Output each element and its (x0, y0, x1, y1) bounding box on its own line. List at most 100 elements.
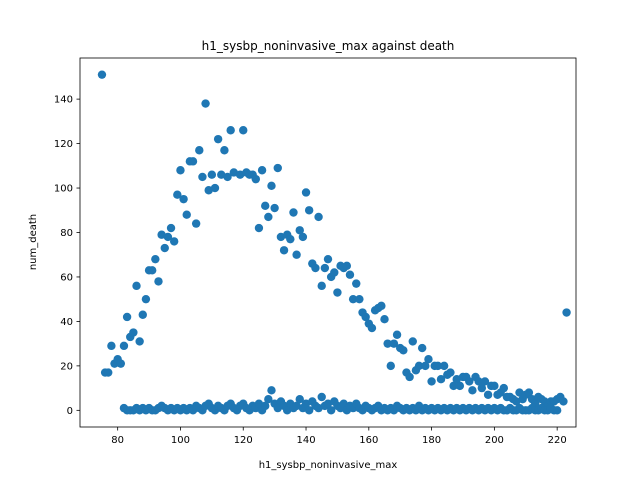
data-point-upper_trend-31 (195, 146, 204, 155)
data-point-upper_trend-23 (169, 237, 179, 246)
data-point-upper_trend-57 (279, 246, 289, 255)
x-tick-label-220: 220 (548, 435, 567, 446)
data-point-upper_trend-44 (239, 126, 248, 135)
x-tick-label-120: 120 (234, 435, 253, 446)
y-tick-label-40: 40 (60, 317, 73, 328)
data-point-upper_trend-122 (483, 390, 493, 399)
data-point-lower_band-138 (552, 406, 562, 415)
data-point-upper_trend-51 (261, 201, 270, 211)
data-point-upper_trend-119 (474, 377, 483, 386)
data-point-upper_trend-91 (386, 361, 395, 371)
data-point-upper_trend-74 (333, 288, 342, 297)
data-point-upper_trend-13 (138, 310, 147, 319)
data-point-upper_trend-146 (559, 397, 568, 406)
data-point-upper_trend-62 (295, 226, 304, 235)
data-point-upper_trend-124 (490, 381, 499, 391)
data-point-upper_trend-108 (439, 361, 449, 371)
plot-area-frame (79, 57, 577, 428)
data-point-upper_trend-49 (254, 223, 264, 233)
y-tick-label-80: 80 (60, 228, 73, 239)
data-point-lower_band-66 (326, 406, 336, 415)
data-point-upper_trend-39 (220, 146, 229, 155)
data-point-lower_band-63 (317, 392, 326, 402)
data-point-upper_trend-52 (264, 212, 273, 222)
data-point-upper_trend-27 (182, 210, 191, 219)
data-point-upper_trend-69 (317, 281, 326, 291)
data-point-upper_trend-85 (367, 323, 377, 333)
y-tick-label-0: 0 (67, 406, 73, 417)
y-tick-label-140: 140 (54, 95, 73, 106)
data-point-upper_trend-89 (380, 314, 389, 324)
x-tick-label-80: 80 (111, 435, 124, 446)
data-point-upper_trend-116 (465, 377, 474, 386)
data-point-upper_trend-48 (251, 174, 260, 184)
data-point-upper_trend-37 (213, 134, 223, 144)
y-axis-label: num_death (28, 214, 39, 270)
data-point-upper_trend-120 (477, 383, 487, 393)
data-point-upper_trend-67 (311, 263, 320, 273)
data-point-upper_trend-147 (562, 308, 571, 317)
data-point-upper_trend-36 (210, 183, 220, 193)
data-point-upper_trend-33 (201, 99, 210, 108)
data-point-upper_trend-80 (352, 279, 361, 288)
data-point-upper_trend-73 (330, 268, 339, 277)
data-point-upper_trend-65 (304, 206, 314, 215)
data-point-upper_trend-26 (179, 194, 188, 204)
x-tick-label-100: 100 (171, 435, 190, 446)
data-point-upper_trend-20 (160, 243, 169, 253)
data-point-upper_trend-135 (524, 388, 534, 397)
data-point-upper_trend-3 (107, 341, 116, 351)
data-point-upper_trend-104 (427, 377, 436, 386)
data-point-upper_trend-88 (377, 301, 386, 311)
data-point-upper_trend-11 (132, 281, 141, 291)
data-point-upper_trend-55 (273, 163, 282, 173)
data-point-upper_trend-30 (191, 219, 201, 228)
data-point-upper_trend-78 (345, 270, 355, 279)
chart-title: h1_sysbp_noninvasive_max against death (202, 39, 455, 53)
data-point-upper_trend-17 (151, 254, 160, 264)
data-point-upper_trend-101 (417, 343, 427, 353)
data-point-upper_trend-0 (97, 70, 107, 79)
data-point-upper_trend-83 (361, 312, 370, 322)
data-point-upper_trend-8 (122, 312, 132, 322)
x-axis-label: h1_sysbp_noninvasive_max (259, 460, 398, 471)
data-point-upper_trend-111 (449, 381, 458, 391)
data-point-upper_trend-7 (119, 341, 129, 351)
data-point-upper_trend-63 (298, 232, 308, 242)
data-point-lower_band-59 (304, 406, 314, 415)
x-tick-label-200: 200 (485, 435, 504, 446)
data-point-upper_trend-14 (141, 294, 151, 304)
data-point-upper_trend-100 (414, 361, 424, 371)
data-point-lower_band-56 (295, 395, 304, 404)
data-point-lower_band-45 (261, 401, 270, 411)
data-point-upper_trend-106 (433, 361, 443, 371)
data-points (97, 70, 571, 415)
data-point-upper_trend-93 (392, 330, 402, 339)
data-point-upper_trend-21 (163, 232, 173, 242)
data-point-upper_trend-22 (166, 223, 176, 233)
y-axis-ticks: 0 20 40 60 80 100 120 140 (54, 95, 80, 417)
data-point-upper_trend-10 (129, 328, 138, 337)
data-point-upper_trend-117 (468, 386, 477, 395)
data-point-upper_trend-2 (104, 368, 113, 377)
y-tick-label-100: 100 (54, 184, 73, 195)
data-point-upper_trend-97 (405, 372, 414, 382)
data-point-upper_trend-102 (421, 361, 430, 371)
data-point-upper_trend-59 (286, 234, 295, 244)
data-point-upper_trend-77 (342, 261, 352, 271)
x-axis-ticks: 80 100 120 140 160 180 200 220 (111, 427, 567, 446)
data-point-upper_trend-110 (446, 368, 455, 377)
data-point-upper_trend-79 (348, 294, 358, 304)
data-point-lower_band-46 (264, 395, 273, 404)
data-point-upper_trend-60 (289, 208, 298, 217)
x-tick-label-180: 180 (422, 435, 441, 446)
data-point-upper_trend-90 (383, 339, 392, 348)
data-point-upper_trend-16 (148, 266, 157, 275)
data-point-upper_trend-24 (173, 190, 182, 199)
data-point-upper_trend-50 (257, 166, 267, 175)
x-tick-label-160: 160 (359, 435, 378, 446)
data-point-upper_trend-18 (154, 277, 163, 286)
data-point-upper_trend-98 (408, 337, 417, 346)
data-point-upper_trend-40 (223, 172, 232, 182)
